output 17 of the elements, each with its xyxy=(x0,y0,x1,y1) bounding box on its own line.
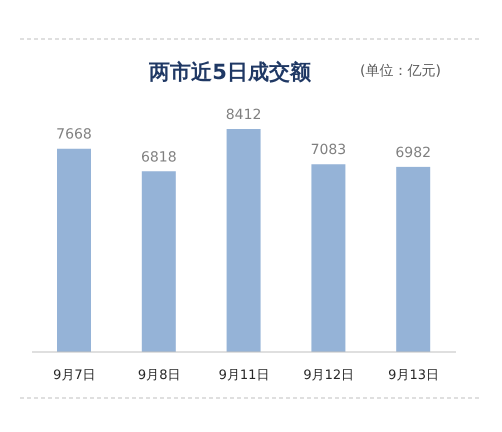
x-tick-label: 9月7日 xyxy=(53,368,96,384)
bar xyxy=(57,148,91,352)
data-label: 7083 xyxy=(310,142,346,158)
data-label: 6982 xyxy=(395,144,432,161)
bar xyxy=(226,129,261,352)
data-label: 6818 xyxy=(140,149,177,166)
x-tick-label: 9月8日 xyxy=(138,368,180,384)
x-tick-label: 9月12日 xyxy=(303,368,354,384)
bar xyxy=(396,166,430,352)
data-label: 7668 xyxy=(56,126,92,143)
bar xyxy=(142,171,176,352)
x-tick-label: 9月11日 xyxy=(218,368,270,384)
chart-title: 两市近5日成交额 xyxy=(148,59,312,86)
x-tick-label: 9月13日 xyxy=(388,368,440,384)
text: (单位：亿元) xyxy=(360,62,441,80)
bar xyxy=(311,164,346,352)
data-label: 8412 xyxy=(226,107,262,123)
